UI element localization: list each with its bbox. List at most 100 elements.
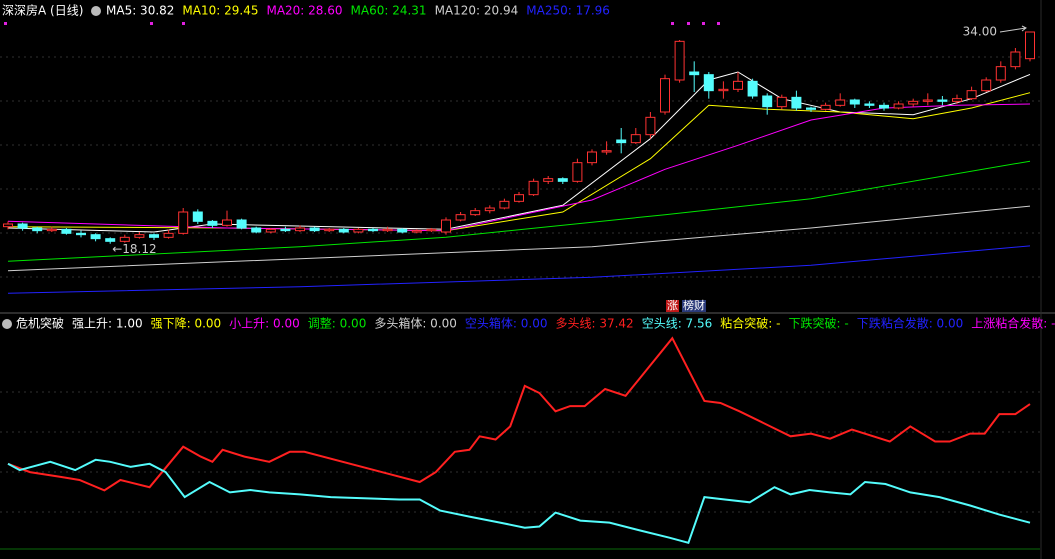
indicator-line: [7, 336, 1031, 492]
candle-body: [733, 80, 743, 90]
candle-body: [382, 228, 393, 232]
candle-body: [353, 228, 364, 233]
candle-body: [484, 207, 495, 212]
candle: [105, 237, 116, 244]
candle: [470, 208, 481, 216]
signal-dot: [702, 22, 705, 25]
candle-body: [747, 80, 758, 97]
candle-body: [455, 214, 466, 221]
signal-dot: [182, 22, 185, 25]
candle-body: [397, 228, 408, 233]
candle-body: [499, 200, 510, 209]
candle: [689, 61, 700, 92]
badge: 榜财: [683, 298, 705, 312]
legend-entry: 多头箱体: 0.00: [374, 316, 457, 331]
menu-icon: [2, 319, 12, 329]
candle: [178, 208, 189, 235]
candle-body: [879, 104, 889, 109]
candle: [163, 229, 174, 239]
candle: [32, 226, 43, 234]
candle-body: [265, 228, 276, 233]
candle-body: [411, 230, 422, 233]
candle-body: [105, 238, 116, 242]
candle: [295, 225, 305, 232]
candle: [61, 228, 72, 235]
candle: [397, 228, 408, 234]
candle: [119, 234, 130, 243]
candle: [514, 192, 524, 203]
candle: [820, 102, 831, 111]
signal-dot: [4, 22, 7, 25]
candle-body: [995, 66, 1006, 81]
legend-entry: 粘合突破: -: [720, 316, 780, 331]
candle-body: [922, 99, 933, 102]
candle: [90, 233, 101, 242]
legend-entry: 强下降: 0.00: [151, 317, 222, 331]
candle: [864, 101, 875, 108]
candle: [733, 72, 743, 92]
legend-entry: 空头箱体: 0.00: [465, 316, 548, 331]
candle-body: [441, 219, 451, 233]
candle-body: [835, 99, 846, 106]
candle-body: [718, 88, 729, 92]
candle-body: [32, 227, 43, 232]
candle-body: [952, 98, 962, 102]
candle: [3, 221, 13, 230]
indicator-line: [7, 458, 1031, 545]
candle: [601, 141, 612, 155]
candle-body: [17, 223, 28, 229]
candle-body: [192, 211, 203, 222]
candle: [791, 90, 802, 111]
candle: [835, 93, 846, 107]
legend-entry: 下跌粘合发散: 0.00: [857, 316, 964, 331]
candle-body: [251, 227, 262, 233]
badge-box: [682, 300, 706, 312]
candle: [587, 149, 597, 166]
candle-body: [645, 116, 656, 136]
candle-body: [324, 228, 335, 232]
candle: [499, 198, 510, 210]
candle-body: [426, 228, 437, 232]
candle: [192, 209, 203, 224]
candle: [426, 228, 437, 232]
legend-entry: 调整: 0.00: [308, 316, 367, 331]
candle: [952, 94, 962, 104]
candle-body: [616, 139, 627, 144]
candle: [353, 228, 364, 234]
legend-entry: 多头线: 37.42: [555, 317, 633, 331]
candle: [309, 226, 320, 232]
legend-entry: 强上升: 1.00: [72, 317, 143, 331]
candle-body: [660, 78, 670, 113]
candle: [630, 128, 641, 144]
signal-dot: [150, 22, 153, 25]
candle-body: [572, 162, 583, 182]
candle: [17, 222, 28, 231]
candle-body: [630, 134, 641, 144]
candle: [981, 77, 992, 92]
candle: [849, 98, 860, 108]
legend-entry: MA120: 20.94: [435, 4, 519, 18]
candle-body: [309, 227, 320, 232]
candle: [236, 218, 247, 230]
candle-body: [3, 223, 13, 228]
chart-title: 深深房A (日线): [2, 3, 83, 18]
candle: [149, 233, 159, 240]
candle-body: [864, 103, 875, 106]
candle: [455, 212, 466, 222]
candle: [1010, 48, 1021, 70]
candle: [776, 94, 787, 110]
signal-dot: [671, 22, 674, 25]
menu-icon: [91, 6, 101, 16]
candle: [893, 101, 904, 110]
signal-dot: [717, 22, 720, 25]
candle: [76, 230, 86, 238]
candle: [937, 96, 948, 106]
candle: [674, 40, 685, 83]
candle: [762, 93, 773, 115]
candle-body: [703, 74, 714, 92]
legend-entry: MA10: 29.45: [182, 4, 258, 18]
candle-body: [90, 234, 101, 240]
candle-body: [338, 228, 349, 233]
ma-line: [7, 160, 1031, 262]
